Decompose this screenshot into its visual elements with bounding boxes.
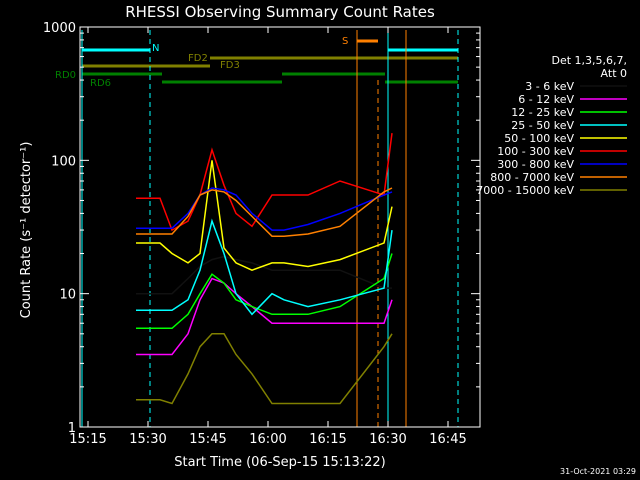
legend-entry-label: 100 - 300 keV	[497, 145, 574, 158]
x-tick-label: 15:45	[189, 432, 226, 447]
footer-date: 31-Oct-2021 03:29	[560, 467, 636, 476]
x-tick-label: 15:15	[69, 432, 106, 447]
chart-title: RHESSI Observing Summary Count Rates	[125, 3, 435, 21]
series-line-6	[136, 187, 393, 231]
legend-entry-label: 7000 - 15000 keV	[476, 184, 574, 197]
legend-entry-label: 6 - 12 keV	[518, 93, 574, 106]
y-tick-label: 1	[68, 421, 76, 436]
plot-layer: N FD2 FD3 RD0 RD6 S	[55, 30, 459, 427]
x-axis-label: Start Time (06-Sep-15 15:13:22)	[174, 455, 385, 470]
annotation-label-rd6: RD6	[90, 78, 111, 89]
y-tick-label: 1000	[43, 21, 76, 36]
series-line-3	[136, 218, 393, 316]
x-tick-label: 16:00	[249, 432, 286, 447]
annotation-label-fd2: FD2	[188, 53, 208, 64]
series-line-4	[136, 160, 393, 272]
x-axis: 15:15 15:30 15:45 16:00 16:15 16:30 16:45	[69, 27, 467, 447]
legend-entry-label: 3 - 6 keV	[525, 80, 574, 93]
x-tick-label: 15:30	[129, 432, 166, 447]
series-line-0	[136, 255, 392, 295]
series-line-8	[136, 333, 393, 405]
annotation-label-s: S	[342, 36, 348, 47]
annotation-label-fd3: FD3	[220, 60, 240, 71]
legend-entry-label: 50 - 100 keV	[504, 132, 574, 145]
x-tick-label: 16:15	[309, 432, 346, 447]
legend-entry-label: 300 - 800 keV	[497, 158, 574, 171]
plot-frame	[79, 26, 481, 428]
legend-header: Att 0	[601, 67, 627, 80]
legend-header: Det 1,3,5,6,7,	[551, 54, 627, 67]
x-tick-label: 16:45	[429, 432, 466, 447]
series-line-7	[136, 187, 393, 237]
series-line-1	[136, 277, 393, 356]
y-axis-label: Count Rate (s⁻¹ detector⁻¹)	[19, 142, 34, 319]
y-tick-label: 100	[51, 154, 76, 169]
series-line-2	[136, 253, 393, 330]
legend-entry-label: 25 - 50 keV	[511, 119, 574, 132]
annotation-label-n: N	[152, 43, 159, 54]
legend-entry-label: 12 - 25 keV	[511, 106, 574, 119]
y-tick-label: 10	[59, 288, 76, 303]
y-axis: 1 10 100 1000	[43, 21, 480, 436]
x-tick-label: 16:30	[369, 432, 406, 447]
legend-entry-label: 800 - 7000 keV	[490, 171, 574, 184]
annotation-label-rd0: RD0	[55, 70, 76, 81]
